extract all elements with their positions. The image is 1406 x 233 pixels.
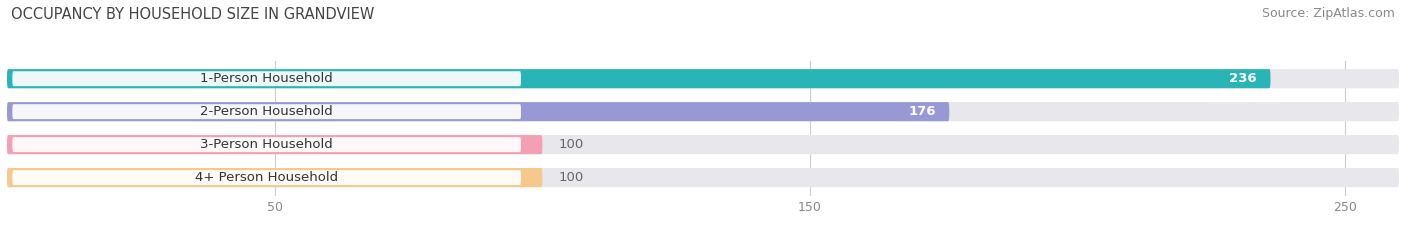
FancyBboxPatch shape [13, 137, 522, 152]
Text: 1-Person Household: 1-Person Household [200, 72, 333, 85]
Text: 3-Person Household: 3-Person Household [200, 138, 333, 151]
Text: 236: 236 [1229, 72, 1257, 85]
Text: 176: 176 [908, 105, 936, 118]
Text: 100: 100 [558, 171, 583, 184]
FancyBboxPatch shape [7, 168, 1399, 187]
FancyBboxPatch shape [13, 170, 522, 185]
FancyBboxPatch shape [7, 168, 543, 187]
Text: 2-Person Household: 2-Person Household [200, 105, 333, 118]
Text: Source: ZipAtlas.com: Source: ZipAtlas.com [1261, 7, 1395, 20]
Text: OCCUPANCY BY HOUSEHOLD SIZE IN GRANDVIEW: OCCUPANCY BY HOUSEHOLD SIZE IN GRANDVIEW [11, 7, 374, 22]
FancyBboxPatch shape [7, 135, 543, 154]
FancyBboxPatch shape [7, 69, 1399, 88]
Text: 100: 100 [558, 138, 583, 151]
FancyBboxPatch shape [7, 102, 949, 121]
FancyBboxPatch shape [13, 104, 522, 119]
FancyBboxPatch shape [7, 135, 1399, 154]
FancyBboxPatch shape [13, 71, 522, 86]
FancyBboxPatch shape [7, 102, 1399, 121]
FancyBboxPatch shape [7, 69, 1271, 88]
Text: 4+ Person Household: 4+ Person Household [195, 171, 339, 184]
